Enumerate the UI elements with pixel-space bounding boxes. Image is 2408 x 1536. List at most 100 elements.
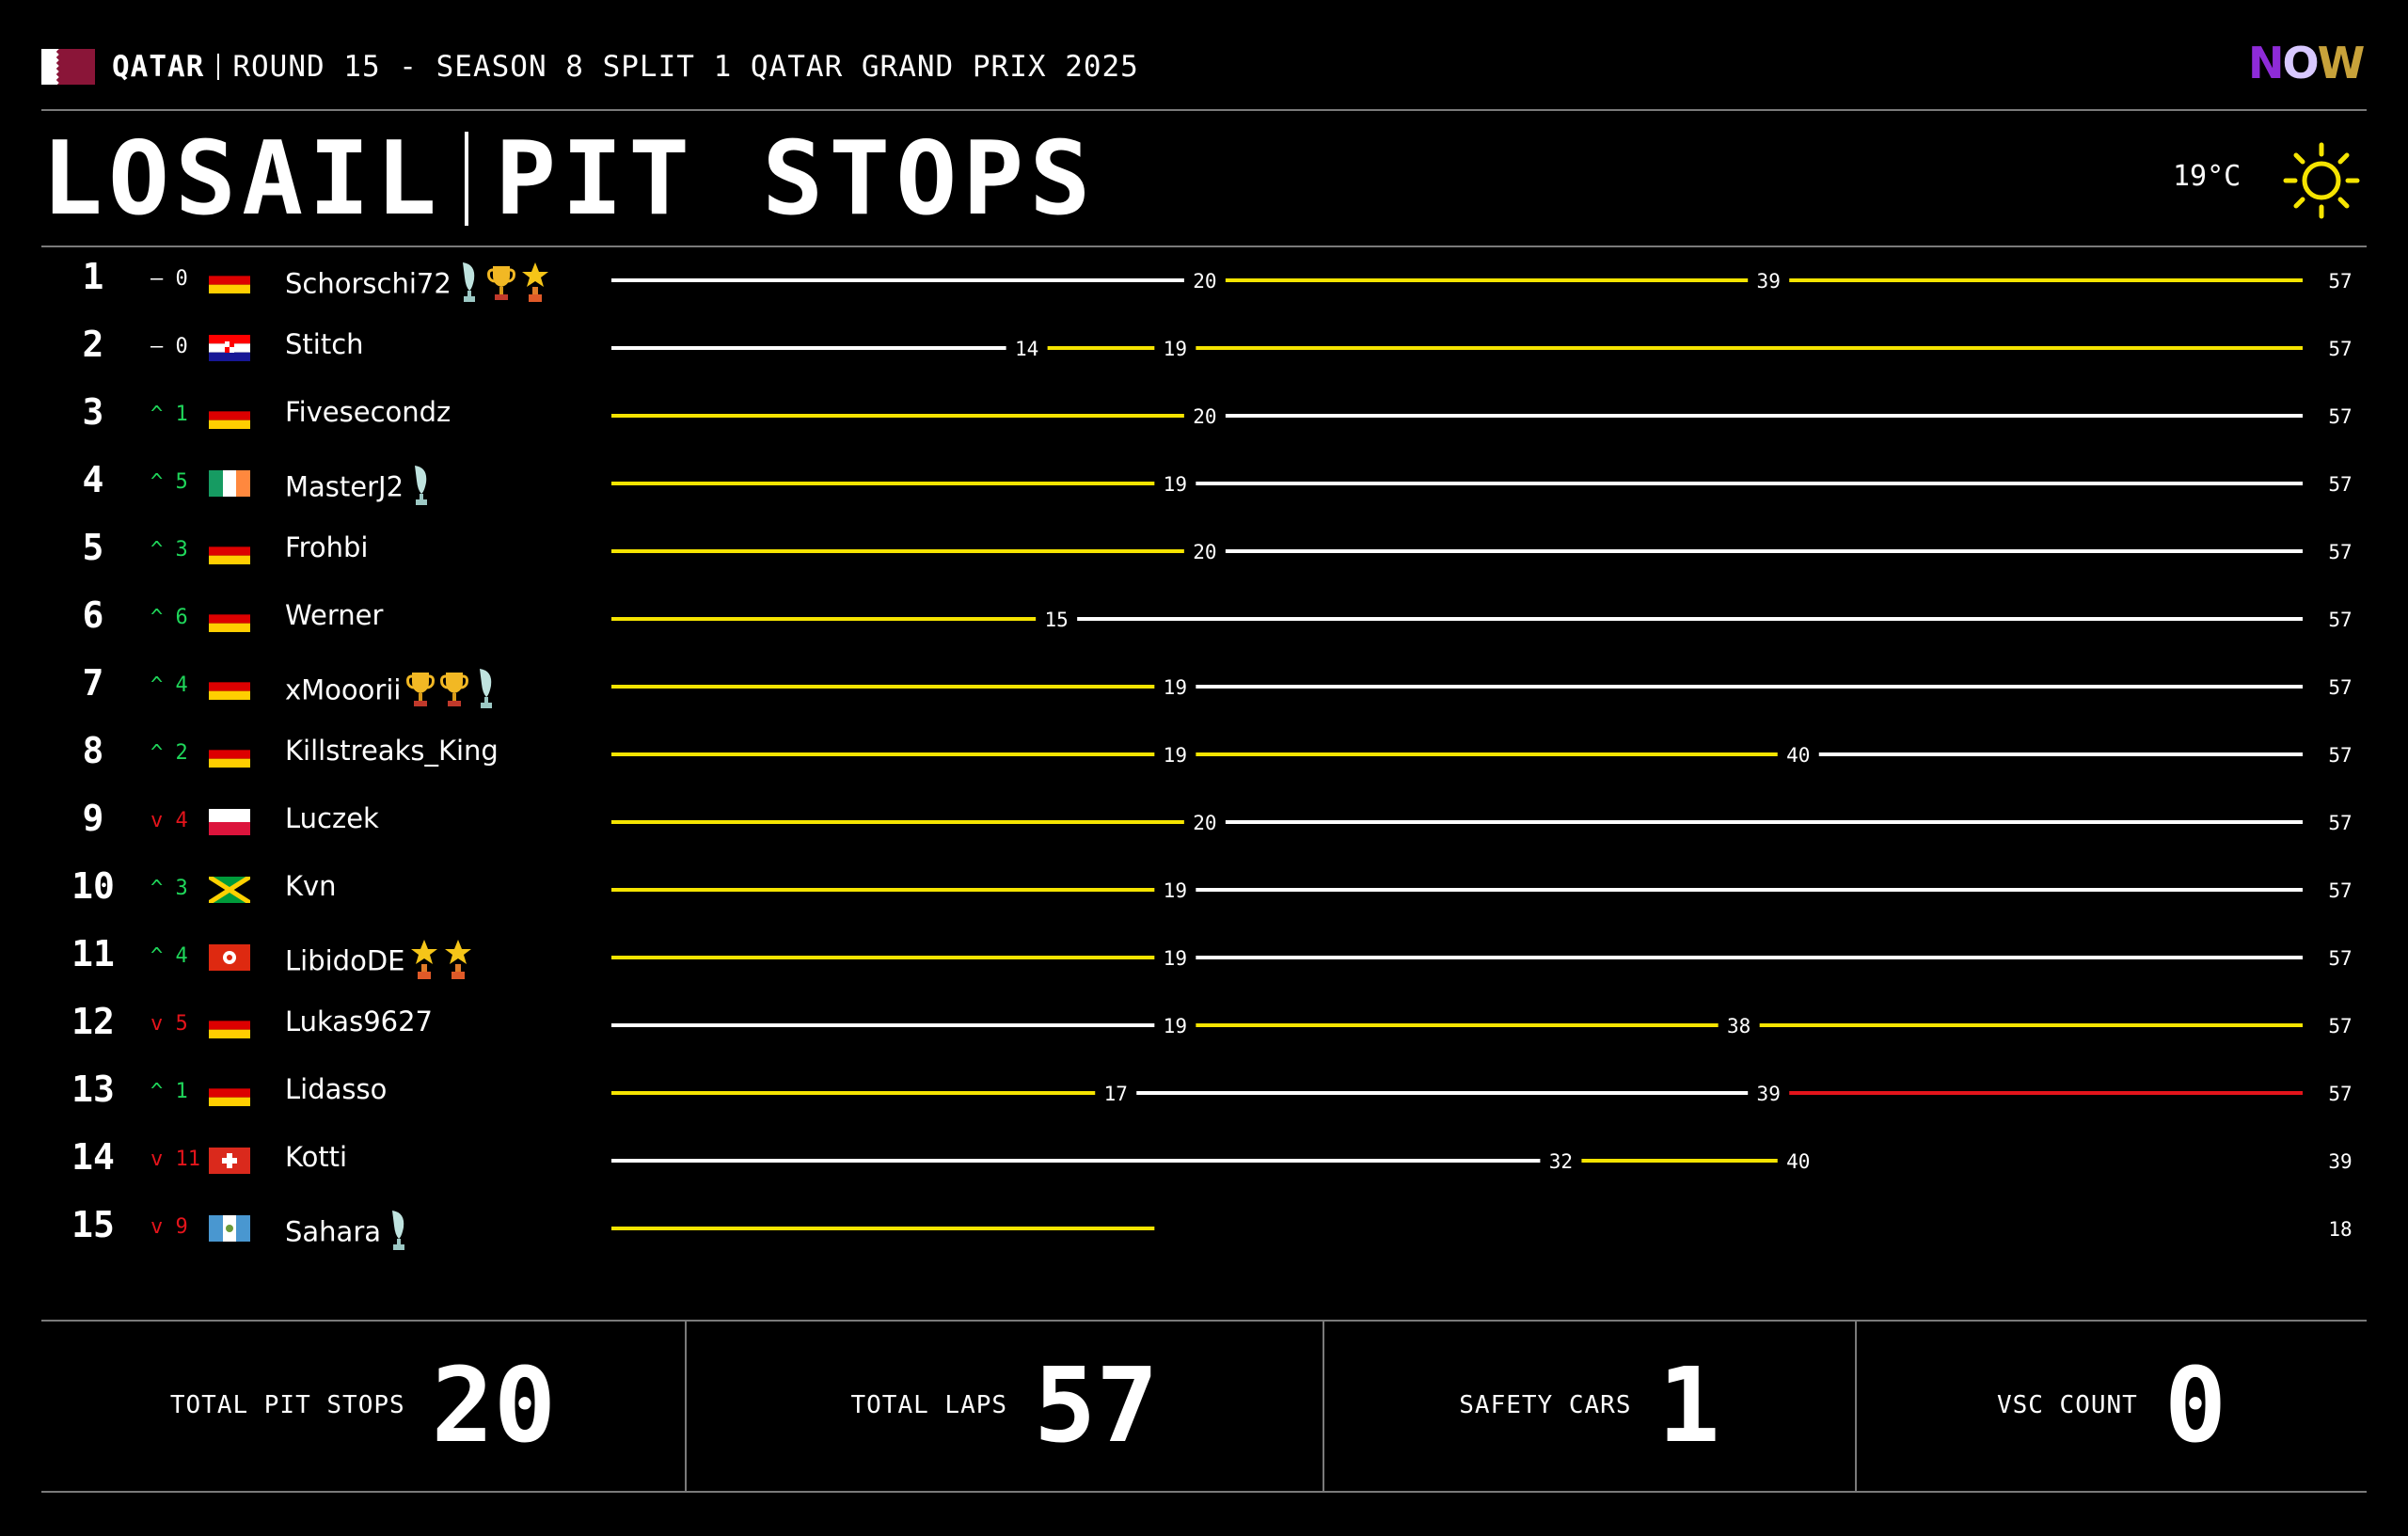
badges (406, 667, 504, 717)
position: 11 (71, 933, 115, 974)
pit-lap-label: 14 (1015, 338, 1038, 360)
laps-completed-label: 57 (2328, 947, 2352, 970)
temperature: 19°C (2173, 160, 2242, 193)
laps-completed-label: 57 (2328, 609, 2352, 631)
stint-bars: 15 57 (611, 609, 2353, 631)
driver-name[interactable]: xMooorii (285, 673, 402, 706)
flag-de-icon (209, 1080, 250, 1106)
brand-logo: NOW (2248, 38, 2366, 88)
flag-de-icon (209, 606, 250, 632)
stat-label: TOTAL LAPS (850, 1391, 1008, 1419)
position: 4 (82, 459, 104, 500)
pit-lap-label: 20 (1193, 405, 1216, 428)
logo-letter: W (2317, 38, 2366, 88)
stint-bars: 19 38 57 (611, 1015, 2353, 1037)
driver-row: 20 57 9 v 4 Luczek (0, 788, 2408, 856)
qatar-flag-icon (41, 49, 95, 85)
stint-bars: 20 57 (611, 812, 2353, 834)
stat-total-pit-stops: TOTAL PIT STOPS 20 (41, 1320, 685, 1491)
country-label: QATAR (112, 50, 205, 84)
stat-vsc-count: VSC COUNT 0 (1857, 1320, 2367, 1491)
laps-completed-label: 57 (2328, 1083, 2352, 1105)
trophy-silver-icon (387, 1209, 411, 1259)
position-change: ^ 5 (150, 470, 188, 494)
driver-name-cell: Schorschi72 (285, 261, 555, 310)
driver-name[interactable]: Lidasso (285, 1073, 388, 1105)
driver-name[interactable]: Frohbi (285, 531, 369, 563)
driver-row: 14 19 57 2 – 0 Stitch (0, 314, 2408, 382)
badges (457, 261, 555, 310)
badges (387, 1209, 417, 1259)
stint-bars: 20 57 (611, 541, 2353, 563)
pit-lap-label: 20 (1193, 541, 1216, 563)
position-change: ^ 6 (150, 606, 188, 629)
pit-lap-label: 19 (1164, 676, 1187, 699)
badges (409, 464, 439, 514)
driver-row: 15 57 6 ^ 6 Werner (0, 585, 2408, 653)
laps-completed-label: 39 (2328, 1150, 2352, 1173)
position-change: ^ 1 (150, 1080, 188, 1103)
stint-bars: 20 39 57 (611, 270, 2353, 293)
driver-name[interactable]: Luczek (285, 802, 379, 834)
stat-label: TOTAL PIT STOPS (169, 1391, 405, 1419)
driver-name[interactable]: Sahara (285, 1215, 382, 1248)
driver-name[interactable]: Killstreaks_King (285, 735, 499, 767)
star-trophy-icon (444, 938, 472, 988)
trophy-gold-icon (440, 669, 469, 715)
driver-name[interactable]: Schorschi72 (285, 267, 452, 300)
stint-bars: 18 (611, 1218, 2353, 1241)
driver-name-cell: Kvn (285, 870, 337, 902)
driver-name[interactable]: MasterJ2 (285, 470, 404, 503)
position: 5 (82, 527, 104, 568)
stat-label: SAFETY CARS (1459, 1391, 1632, 1419)
driver-name-cell: Killstreaks_King (285, 735, 499, 767)
driver-name[interactable]: Kvn (285, 870, 337, 902)
laps-completed-label: 57 (2328, 473, 2352, 496)
position-change: v 5 (150, 1012, 188, 1036)
pit-lap-label: 19 (1164, 947, 1187, 970)
pit-lap-label: 38 (1727, 1015, 1751, 1037)
track-name: LOSAIL (41, 119, 443, 238)
position-change: v 4 (150, 809, 188, 832)
header-divider (41, 109, 2367, 111)
flag-ch-icon (209, 1148, 250, 1174)
stats-footer: TOTAL PIT STOPS 20 TOTAL LAPS 57 SAFETY … (41, 1320, 2367, 1491)
driver-name[interactable]: LibidoDE (285, 944, 405, 977)
separator (217, 54, 220, 80)
driver-name-cell: Sahara (285, 1209, 417, 1259)
flag-hk-icon (209, 944, 250, 971)
flag-pl-icon (209, 809, 250, 835)
position: 3 (82, 391, 104, 433)
driver-name[interactable]: Werner (285, 599, 384, 631)
driver-name[interactable]: Fivesecondz (285, 396, 452, 428)
trophy-silver-icon (474, 667, 499, 717)
driver-name[interactable]: Lukas9627 (285, 1006, 433, 1037)
position: 2 (82, 324, 104, 365)
position-change: – 0 (150, 335, 188, 358)
page-title: LOSAIL PIT STOPS (41, 119, 1096, 238)
laps-completed-label: 57 (2328, 812, 2352, 834)
laps-completed-label: 18 (2328, 1218, 2352, 1241)
position: 13 (71, 1069, 115, 1110)
pit-lap-label: 19 (1164, 338, 1187, 360)
driver-row: 19 57 7 ^ 4 xMooorii (0, 653, 2408, 720)
pit-lap-label: 17 (1104, 1083, 1128, 1105)
position: 9 (82, 798, 104, 839)
stint-bars: 14 19 57 (611, 338, 2353, 360)
pit-lap-label: 19 (1164, 879, 1187, 902)
driver-name-cell: Lidasso (285, 1073, 387, 1105)
driver-row: 32 40 39 14 v 11 Kotti (0, 1127, 2408, 1195)
pit-lap-label: 19 (1164, 1015, 1187, 1037)
driver-row: 17 39 57 13 ^ 1 Lidasso (0, 1059, 2408, 1127)
driver-row: 19 38 57 12 v 5 Lukas9627 (0, 991, 2408, 1059)
position: 15 (71, 1204, 115, 1245)
position-change: v 11 (150, 1148, 200, 1171)
driver-name[interactable]: Stitch (285, 328, 364, 360)
flag-de-icon (209, 1012, 250, 1038)
trophy-gold-icon (406, 669, 436, 715)
trophy-silver-icon (457, 261, 482, 310)
flag-de-icon (209, 673, 250, 700)
event-bar: QATAR ROUND 15 - SEASON 8 SPLIT 1 QATAR … (41, 42, 1139, 91)
laps-completed-label: 57 (2328, 338, 2352, 360)
driver-name[interactable]: Kotti (285, 1141, 348, 1173)
